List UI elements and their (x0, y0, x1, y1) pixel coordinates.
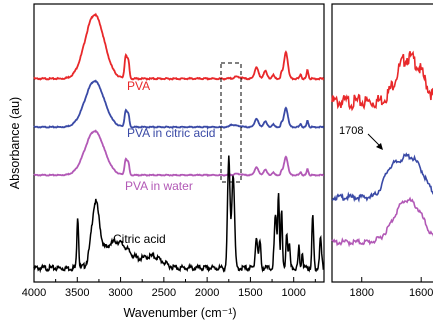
zoom-series-pva-in-citric-acid-line (331, 152, 433, 203)
series-pva-line (33, 12, 325, 81)
main-panel: PVA PVA in citric acid PVA in water Citr… (8, 3, 325, 320)
main-x-tick-label: 2500 (152, 287, 176, 299)
zoom-series-pva-in-water-line (331, 196, 433, 248)
zoom-panel: 1708 1800 1600 (331, 3, 433, 299)
series-pva-in-citric-acid-line (33, 79, 325, 129)
main-x-tick-label: 3500 (65, 287, 89, 299)
zoom-series-pva-line (331, 50, 433, 112)
zoom-x-ticks: 1800 1600 (349, 277, 433, 299)
main-x-tick-label: 2000 (195, 287, 219, 299)
main-x-tick-label: 4000 (22, 287, 46, 299)
main-x-tick-label: 1000 (281, 287, 305, 299)
series-pva-in-water-line (33, 129, 324, 177)
zoom-x-tick-label: 1800 (349, 287, 373, 299)
annotation-1708: 1708 (339, 125, 363, 137)
series-label-citric-acid: Citric acid (113, 232, 166, 246)
zoom-plot-frame (331, 3, 433, 283)
series-label-pva-in-water: PVA in water (125, 179, 193, 193)
highlight-dashed-box (220, 62, 242, 183)
series-label-pva: PVA (127, 79, 150, 93)
series-citric-acid-line (33, 155, 325, 274)
zoom-x-tick-label: 1600 (409, 287, 433, 299)
y-axis-label: Absorbance (au) (8, 97, 22, 189)
main-plot-frame (33, 3, 325, 283)
series-label-pva-in-citric-acid: PVA in citric acid (127, 126, 215, 140)
main-x-ticks: 4000 3500 3000 2500 2000 1500 1000 (22, 277, 316, 299)
main-x-tick-label: 3000 (108, 287, 132, 299)
annotation-arrow-head (376, 143, 383, 150)
x-axis-label: Wavenumber (cm⁻¹) (123, 306, 236, 320)
main-x-tick-label: 1500 (238, 287, 262, 299)
